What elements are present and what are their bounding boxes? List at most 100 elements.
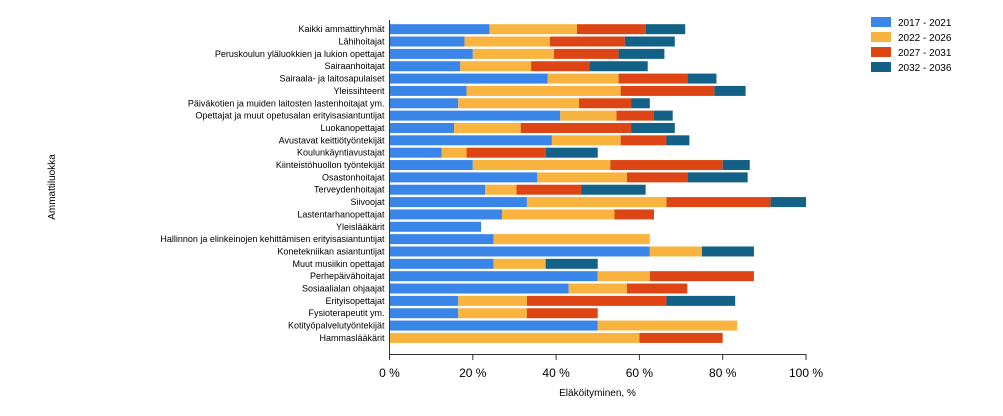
bar-segment-3[interactable] <box>666 197 771 208</box>
bar-segment-3[interactable] <box>618 73 688 84</box>
bar-segment-4[interactable] <box>687 172 748 183</box>
bar-segment-3[interactable] <box>639 332 723 343</box>
bar-segment-1[interactable] <box>389 271 598 282</box>
bar-segment-2[interactable] <box>568 283 627 294</box>
bar-segment-4[interactable] <box>666 135 690 146</box>
bar-segment-4[interactable] <box>653 110 673 121</box>
bar-segment-2[interactable] <box>460 61 532 72</box>
bar-segment-3[interactable] <box>466 147 546 158</box>
bar-segment-1[interactable] <box>389 197 527 208</box>
bar-segment-4[interactable] <box>581 184 646 195</box>
bar-segment-1[interactable] <box>389 295 459 306</box>
bar-segment-3[interactable] <box>526 308 598 319</box>
bar-segment-3[interactable] <box>579 98 632 109</box>
bar-segment-2[interactable] <box>458 98 579 109</box>
bar-segment-3[interactable] <box>614 209 654 220</box>
bar-segment-1[interactable] <box>389 320 598 331</box>
bar-segment-2[interactable] <box>466 85 621 96</box>
bar-segment-3[interactable] <box>520 122 632 133</box>
bar-segment-2[interactable] <box>454 122 521 133</box>
bar-segment-2[interactable] <box>458 295 527 306</box>
bar-segment-1[interactable] <box>389 85 467 96</box>
bar-segment-3[interactable] <box>620 135 667 146</box>
bar-segment-3[interactable] <box>549 36 625 47</box>
bar-segment-4[interactable] <box>666 295 736 306</box>
bar-segment-3[interactable] <box>531 61 590 72</box>
bar-segment-2[interactable] <box>597 320 738 331</box>
bar-segment-2[interactable] <box>501 209 615 220</box>
bar-segment-2[interactable] <box>537 172 627 183</box>
bar-segment-3[interactable] <box>649 271 754 282</box>
bar-segment-4[interactable] <box>624 36 675 47</box>
bar-segment-4[interactable] <box>714 85 746 96</box>
legend-swatch[interactable] <box>871 17 891 27</box>
bar-segment-3[interactable] <box>576 24 646 35</box>
legend-label[interactable]: 2027 - 2031 <box>898 48 952 59</box>
bar-segment-2[interactable] <box>493 234 650 245</box>
category-label: Peruskoulun yläluokkien ja lukion opetta… <box>215 49 385 59</box>
bar-segment-2[interactable] <box>485 184 517 195</box>
legend-swatch[interactable] <box>871 32 891 42</box>
bar-segment-4[interactable] <box>545 258 598 269</box>
x-axis-title: Eläköityminen, % <box>559 388 636 399</box>
bar-segment-3[interactable] <box>554 48 619 59</box>
bar-segment-2[interactable] <box>441 147 467 158</box>
bar-segment-1[interactable] <box>389 234 494 245</box>
bar-segment-4[interactable] <box>631 122 675 133</box>
bar-segment-1[interactable] <box>389 110 561 121</box>
bar-segment-3[interactable] <box>620 85 715 96</box>
bar-segment-4[interactable] <box>722 160 750 171</box>
bar-segment-4[interactable] <box>545 147 598 158</box>
bar-segment-1[interactable] <box>389 246 650 257</box>
category-label: Opettajat ja muut opetusalan erityisasia… <box>195 111 385 121</box>
bar-segment-2[interactable] <box>389 332 640 343</box>
legend-label[interactable]: 2022 - 2026 <box>898 33 952 44</box>
bar-segment-1[interactable] <box>389 73 548 84</box>
bar-segment-3[interactable] <box>626 172 688 183</box>
legend-swatch[interactable] <box>871 47 891 57</box>
bar-segment-4[interactable] <box>631 98 650 109</box>
bar-segment-4[interactable] <box>645 24 686 35</box>
bar-segment-1[interactable] <box>389 135 552 146</box>
bar-segment-2[interactable] <box>526 197 667 208</box>
bar-segment-1[interactable] <box>389 98 459 109</box>
bar-segment-3[interactable] <box>526 295 667 306</box>
bar-segment-3[interactable] <box>626 283 688 294</box>
bar-segment-1[interactable] <box>389 258 494 269</box>
bar-segment-2[interactable] <box>472 48 555 59</box>
bar-segment-2[interactable] <box>649 246 702 257</box>
bar-segment-1[interactable] <box>389 184 486 195</box>
bar-segment-3[interactable] <box>616 110 654 121</box>
bar-segment-2[interactable] <box>560 110 617 121</box>
bar-segment-4[interactable] <box>589 61 648 72</box>
bar-segment-4[interactable] <box>770 197 806 208</box>
bar-segment-2[interactable] <box>464 36 550 47</box>
bar-segment-1[interactable] <box>389 36 465 47</box>
bar-segment-1[interactable] <box>389 172 538 183</box>
bar-segment-2[interactable] <box>551 135 621 146</box>
bar-segment-2[interactable] <box>547 73 619 84</box>
bar-segment-1[interactable] <box>389 122 455 133</box>
bar-segment-1[interactable] <box>389 221 482 232</box>
bar-segment-2[interactable] <box>472 160 611 171</box>
legend-label[interactable]: 2032 - 2036 <box>898 63 952 74</box>
legend-label[interactable]: 2017 - 2021 <box>898 18 952 29</box>
bar-segment-4[interactable] <box>618 48 665 59</box>
bar-segment-1[interactable] <box>389 48 473 59</box>
bar-segment-3[interactable] <box>516 184 582 195</box>
bar-segment-4[interactable] <box>687 73 717 84</box>
legend-swatch[interactable] <box>871 62 891 72</box>
bar-segment-1[interactable] <box>389 283 569 294</box>
bar-segment-2[interactable] <box>493 258 546 269</box>
bar-segment-2[interactable] <box>458 308 527 319</box>
bar-segment-3[interactable] <box>610 160 723 171</box>
bar-segment-4[interactable] <box>701 246 754 257</box>
bar-segment-1[interactable] <box>389 147 442 158</box>
bar-segment-1[interactable] <box>389 209 502 220</box>
bar-segment-2[interactable] <box>489 24 577 35</box>
bar-segment-1[interactable] <box>389 160 473 171</box>
bar-segment-1[interactable] <box>389 24 490 35</box>
bar-segment-1[interactable] <box>389 308 459 319</box>
bar-segment-2[interactable] <box>597 271 650 282</box>
bar-segment-1[interactable] <box>389 61 461 72</box>
